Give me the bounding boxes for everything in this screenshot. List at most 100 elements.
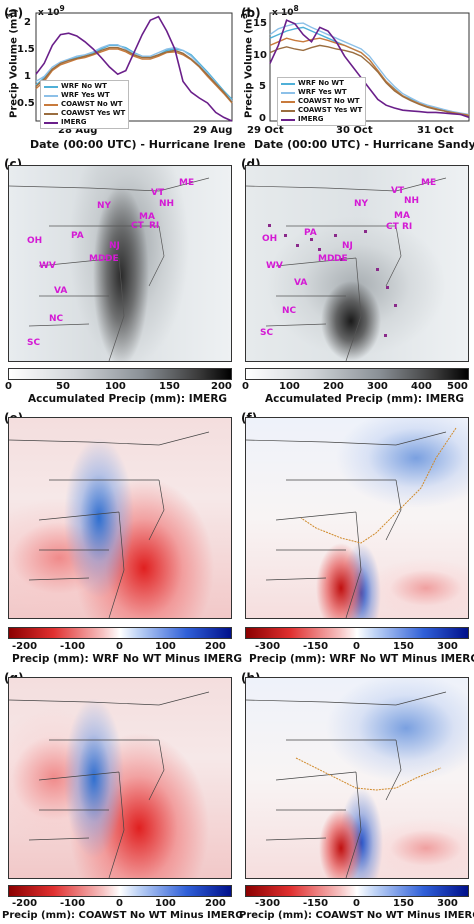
state-label: RI	[149, 221, 160, 231]
state-label: PA	[71, 231, 84, 241]
cb-tick: 300	[367, 381, 388, 392]
cb-tick: 150	[393, 898, 414, 909]
y-tick: 1.5	[17, 44, 35, 55]
cb-tick: 200	[205, 641, 226, 652]
x-tick: 29 Aug	[193, 125, 233, 136]
panel-a: (a) x 109 Precip Volume (m3) 2 1.5 1 0.5…	[0, 0, 246, 155]
cb-tick: 50	[56, 381, 70, 392]
state-label: NY	[97, 201, 112, 211]
cb-tick: -300	[255, 898, 281, 909]
state-label: NC	[49, 314, 64, 324]
state-label: NH	[159, 199, 175, 209]
legend-b: WRF No WT WRF Yes WT COAWST No WT COAWST…	[277, 77, 367, 126]
state-label: DE	[105, 254, 119, 264]
state-borders-f	[246, 427, 457, 618]
cb-tick: 200	[323, 381, 344, 392]
x-tick: 30 Oct	[336, 125, 373, 136]
panel-b: (b) x 108 Precip Volume (m3) 15 10 5 0 2…	[237, 0, 474, 155]
state-label: MA	[139, 212, 155, 222]
cb-tick: 0	[242, 381, 249, 392]
diff-map-coawst-irene	[8, 677, 232, 879]
panel-d: (d) ME VT NH NY MA CT RI OH PA NJ MD DE …	[237, 155, 474, 405]
state-label: VA	[54, 286, 68, 296]
y-tick: 2	[24, 17, 31, 28]
state-label: OH	[27, 236, 43, 246]
plot-frame	[35, 12, 233, 122]
state-label: RI	[402, 222, 413, 232]
cb-tick: 100	[155, 898, 176, 909]
x-axis-title-a: Date (00:00 UTC) - Hurricane Irene	[30, 138, 246, 151]
y-tick: 0.5	[17, 98, 35, 109]
cb-title-c: Accumulated Precip (mm): IMERG	[28, 393, 228, 405]
colorbar-div-f	[245, 627, 469, 639]
cb-tick: 100	[105, 381, 126, 392]
state-label: MA	[394, 211, 410, 221]
line-chart-irene	[35, 12, 233, 122]
cb-tick: -150	[303, 898, 329, 909]
cb-title-e: Precip (mm): WRF No WT Minus IMERG	[12, 653, 243, 665]
state-label: VT	[151, 188, 165, 198]
state-label: NH	[404, 196, 420, 206]
colorbar-div-e	[8, 627, 232, 639]
state-label: SC	[260, 328, 274, 338]
colorbar-div-h	[245, 885, 469, 897]
state-label: PA	[304, 228, 317, 238]
cb-tick: -200	[12, 641, 38, 652]
cb-tick: -200	[12, 898, 38, 909]
colorbar-gray-c	[8, 368, 232, 380]
cb-tick: 200	[205, 898, 226, 909]
cb-tick: 400	[411, 381, 432, 392]
cb-tick: 0	[353, 898, 360, 909]
state-label: ME	[421, 178, 437, 188]
cb-tick: -100	[60, 898, 86, 909]
y-tick: 1	[24, 71, 31, 82]
cb-title-h: Precip (mm): COAWST No WT Minus IMERG	[239, 910, 474, 921]
cb-tick: 0	[116, 898, 123, 909]
cb-tick: 0	[5, 381, 12, 392]
cb-title-f: Precip (mm): WRF No WT Minus IMERG	[249, 653, 474, 665]
panel-label-b: (b)	[241, 6, 261, 20]
x-tick: 31 Oct	[417, 125, 454, 136]
cb-tick: 150	[159, 381, 180, 392]
series-line-imerg	[35, 15, 233, 122]
line-chart-sandy	[269, 12, 470, 122]
state-label: SC	[27, 338, 41, 348]
state-label: DE	[334, 254, 348, 264]
cb-tick: 500	[447, 381, 468, 392]
cb-tick: 300	[437, 898, 458, 909]
state-label: NJ	[109, 241, 120, 251]
panel-c: (c) ME VT NH NY MA CT RI PA NJ OH MD DE …	[0, 155, 237, 405]
state-label: VT	[391, 186, 405, 196]
state-label: NJ	[342, 241, 353, 251]
state-label: ME	[179, 178, 195, 188]
colorbar-gray-d	[245, 368, 469, 380]
cb-tick: 300	[437, 641, 458, 652]
cb-title-d: Accumulated Precip (mm): IMERG	[265, 393, 465, 405]
series-line-coawst-yes-wt	[269, 44, 470, 117]
panel-f: (f) -300 -150 0 150 300 Precip (mm): WRF…	[237, 405, 474, 665]
cb-tick: -300	[255, 641, 281, 652]
state-label: CT	[386, 222, 399, 232]
state-borders-d	[246, 177, 447, 361]
panel-e: (e) -200 -100 0 100 200 Precip (mm): WRF…	[0, 405, 242, 665]
series-line-wrf-yes-wt	[269, 22, 470, 116]
cb-tick: 150	[393, 641, 414, 652]
cb-tick: 200	[211, 381, 232, 392]
state-borders-g	[9, 691, 210, 878]
cb-tick: -150	[303, 641, 329, 652]
panel-h: (h) -300 -150 0 150 300 Precip (mm): COA…	[237, 665, 474, 924]
panel-label-a: (a)	[4, 6, 24, 20]
x-tick: 29 Oct	[247, 125, 284, 136]
panel-g: (g) -200 -100 0 100 200 Precip (mm): COA…	[0, 665, 243, 924]
state-borders-h	[246, 691, 447, 878]
state-borders-e	[9, 431, 210, 618]
colorbar-div-g	[8, 885, 232, 897]
y-tick: 15	[253, 18, 267, 29]
legend-a: WRF No WT WRF Yes WT COAWST No WT COAWST…	[40, 80, 130, 129]
y-tick: 10	[253, 50, 267, 61]
diff-map-wrf-sandy	[245, 417, 469, 619]
diff-map-coawst-sandy	[245, 677, 469, 879]
x-tick: 28 Aug	[58, 125, 98, 136]
state-label: MD	[318, 254, 335, 264]
cb-tick: 0	[353, 641, 360, 652]
